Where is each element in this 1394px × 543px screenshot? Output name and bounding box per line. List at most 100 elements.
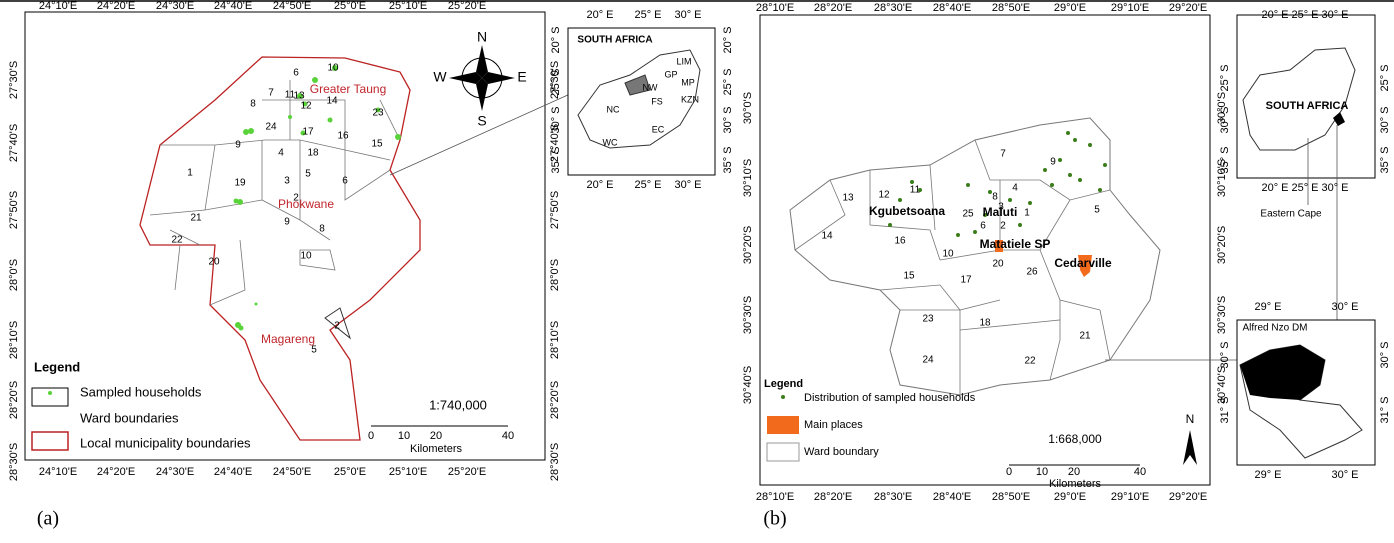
- lat-tick-label: 27°40'S: [8, 124, 20, 162]
- province-label: EC: [652, 124, 665, 134]
- inset-title: SOUTH AFRICA: [1266, 100, 1349, 112]
- scale-ratio: 1:668,000: [1048, 432, 1102, 446]
- legend-ward-b: [767, 443, 799, 461]
- lat-tick-label: 27°30'S: [8, 61, 20, 99]
- lon-tick-label: 28°40'E: [933, 491, 971, 503]
- ward-label: 24: [265, 122, 277, 133]
- ward-label: 11: [910, 185, 921, 196]
- ward-label: 3: [284, 176, 290, 187]
- legend-dot-b: [781, 395, 785, 399]
- inset-title: SOUTH AFRICA: [577, 35, 652, 46]
- ward-label: 6: [980, 221, 986, 232]
- region-label: Eastern Cape: [1260, 209, 1322, 220]
- lon-tick-label: 29°0'E: [1054, 491, 1086, 503]
- legend-dot-a: [48, 391, 52, 395]
- ward-label: 16: [337, 131, 349, 142]
- legend-item: Sampled households: [80, 384, 202, 399]
- lat-tick-label: 28°30'S: [8, 443, 20, 481]
- ward-label: 18: [307, 148, 319, 159]
- ward-label: 5: [305, 169, 311, 180]
- lat-tick-label: 28°20'S: [549, 381, 561, 419]
- lat-tick-label: 30° S: [722, 106, 734, 133]
- lat-tick-label: 30° S: [550, 106, 562, 133]
- lon-tick-label: 24°20'E: [97, 466, 135, 478]
- lon-tick-label: 24°40'E: [214, 466, 252, 478]
- lon-tick-label: 28°10'E: [756, 2, 794, 14]
- ward-label: 7: [268, 88, 274, 99]
- scale-tick: 0: [1006, 466, 1012, 478]
- lon-tick-label: 24°40'E: [214, 0, 252, 12]
- lon-tick-label: 20° E: [586, 9, 613, 21]
- lon-tick-label: 20° E: [1261, 182, 1288, 194]
- lon-tick-label: 29°10'E: [1111, 2, 1149, 14]
- legend-ward-a: [32, 388, 68, 406]
- ward-label: 5: [311, 345, 317, 356]
- lon-tick-label: 28°10'E: [756, 491, 794, 503]
- legend-title: Legend: [764, 378, 803, 390]
- ward-label: 2: [334, 321, 340, 332]
- lat-tick-label: 20° S: [550, 26, 562, 53]
- lat-tick-label: 30°10'S: [742, 159, 754, 197]
- lon-tick-label: 25°0'E: [334, 466, 366, 478]
- scale-tick: 10: [1036, 466, 1048, 478]
- lat-tick-label: 25° S: [550, 68, 562, 95]
- lon-tick-label: 29°20'E: [1169, 2, 1207, 14]
- place-name: Kgubetsoana: [869, 204, 945, 218]
- page: {"panel_a": { "caption": "(a)", "lon_tic…: [0, 0, 1394, 543]
- ward-label: 9: [1050, 157, 1056, 168]
- lon-tick-label: 24°50'E: [273, 466, 311, 478]
- ward-label: 12: [878, 190, 890, 201]
- ward-label: 8: [250, 99, 256, 110]
- ward-label: 12: [300, 101, 312, 112]
- ward-label: 6: [342, 176, 348, 187]
- lon-tick-label: 29°20'E: [1169, 491, 1207, 503]
- ward-label: 10: [300, 251, 312, 262]
- figure: 24°10'E24°20'E24°30'E24°40'E24°50'E25°0'…: [0, 0, 1394, 543]
- ward-label: 14: [326, 96, 338, 107]
- legend-item: Distribution of sampled households: [804, 392, 976, 404]
- scale-ratio: 1:740,000: [429, 397, 487, 412]
- ward-label: 2: [293, 193, 299, 204]
- lat-tick-label: 30°20'S: [1216, 226, 1228, 264]
- ward-label: 10: [942, 249, 954, 260]
- lat-tick-label: 28°0'S: [8, 259, 20, 291]
- lat-tick-label: 30° S: [1379, 106, 1391, 133]
- ward-label: 17: [302, 127, 314, 138]
- scale-tick: 40: [502, 430, 514, 442]
- legend-title: Legend: [34, 359, 80, 374]
- lat-tick-label: 30°30'S: [1216, 296, 1228, 334]
- ward-label: 4: [278, 148, 284, 159]
- legend-item: Ward boundaries: [80, 410, 179, 425]
- lon-tick-label: 25°20'E: [448, 0, 486, 12]
- lat-tick-label: 35° S: [550, 146, 562, 173]
- compass-letter: S: [477, 113, 486, 129]
- ward-label: 22: [171, 235, 183, 246]
- ward-label: 21: [190, 213, 202, 224]
- lon-tick-label: 29°10'E: [1111, 491, 1149, 503]
- ward-label: 22: [1024, 356, 1036, 367]
- north-label: N: [1186, 412, 1195, 426]
- lon-tick-label: 28°50'E: [992, 491, 1030, 503]
- inset-frame-sa-b: [1237, 15, 1375, 178]
- scale-tick: 10: [398, 430, 410, 442]
- lon-tick-label: 25°10'E: [389, 0, 427, 12]
- province-label: FS: [651, 96, 663, 106]
- lon-tick-label: 28°20'E: [814, 2, 852, 14]
- lon-tick-label: 25° E: [1291, 182, 1318, 194]
- ward-label: 16: [894, 236, 906, 247]
- lon-tick-label: 30° E: [674, 179, 701, 191]
- lon-tick-label: 29°0'E: [1054, 2, 1086, 14]
- ward-label: 14: [821, 231, 833, 242]
- lat-tick-label: 27°50'S: [8, 191, 20, 229]
- lon-tick-label: 28°30'E: [874, 491, 912, 503]
- ward-label: 25: [962, 209, 974, 220]
- lat-tick-label: 30°40'S: [742, 366, 754, 404]
- lat-tick-label: 30°20'S: [742, 226, 754, 264]
- lon-tick-label: 24°30'E: [156, 0, 194, 12]
- legend-item: Ward boundary: [804, 446, 879, 458]
- lon-tick-label: 24°30'E: [156, 466, 194, 478]
- ward-label: 19: [234, 178, 246, 189]
- ward-label: 24: [922, 355, 934, 366]
- ward-label: 3: [998, 202, 1004, 213]
- lat-tick-label: 28°30'S: [549, 443, 561, 481]
